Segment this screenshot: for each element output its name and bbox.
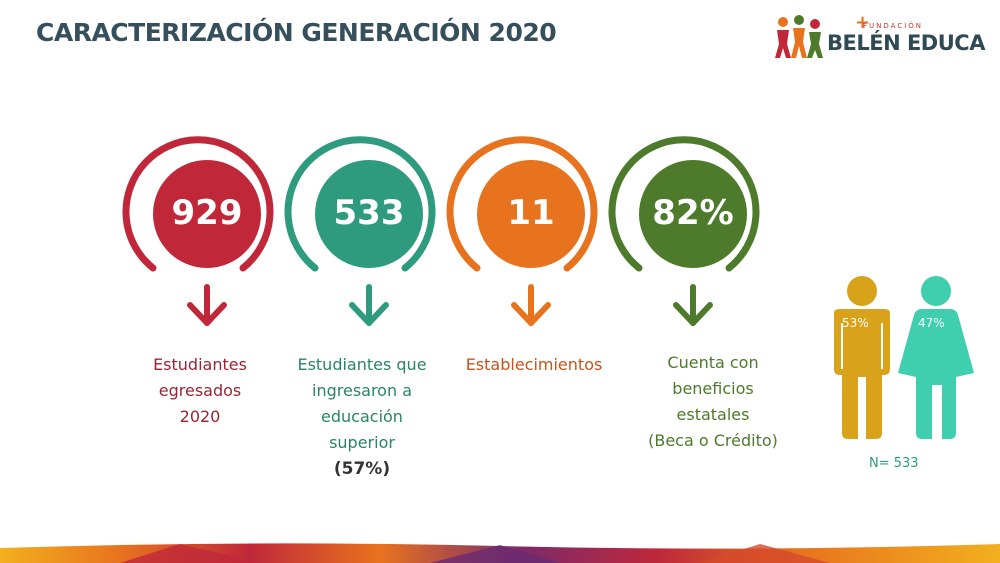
logo-name: BELÉN EDUCA [827, 31, 985, 55]
stat-caption-higher-ed: Estudiantes que ingresaron a educación s… [282, 352, 442, 482]
bottom-color-band [0, 543, 1000, 563]
stat-caption-benefits: Cuenta con beneficios estatales (Beca o … [648, 353, 778, 450]
stat-caption-graduates: Estudiantes egresados 2020 [153, 355, 247, 426]
stat-ring-red-icon [122, 136, 274, 326]
stat-caption-higher-ed-pct: (57%) [333, 459, 391, 479]
sample-size: N= 533 [869, 456, 919, 471]
page-title: CARACTERIZACIÓN GENERACIÓN 2020 [36, 18, 557, 47]
stat-ring-orange-icon [446, 136, 598, 326]
stat-value-higher-ed: 533 [333, 193, 405, 233]
stat-ring-green-icon [608, 136, 760, 326]
stat-value-graduates: 929 [171, 193, 243, 233]
stat-value-schools: 11 [507, 193, 555, 233]
male-figure-icon [834, 276, 890, 439]
stat-value-benefits: 82% [652, 193, 734, 233]
logo-foundation-text: FUNDACIÓN [863, 22, 924, 30]
logo-figures-icon [775, 15, 823, 58]
male-percentage: 53% [842, 316, 869, 330]
logo-cross-icon: + [855, 12, 871, 33]
logo: + FUNDACIÓN BELÉN EDUCA [775, 12, 985, 60]
female-figure-icon [898, 276, 974, 439]
stat-ring-teal-icon [284, 136, 436, 326]
female-percentage: 47% [918, 316, 945, 330]
stat-caption-schools: Establecimientos [465, 355, 603, 374]
gender-figures: 53% 47% [828, 273, 978, 443]
